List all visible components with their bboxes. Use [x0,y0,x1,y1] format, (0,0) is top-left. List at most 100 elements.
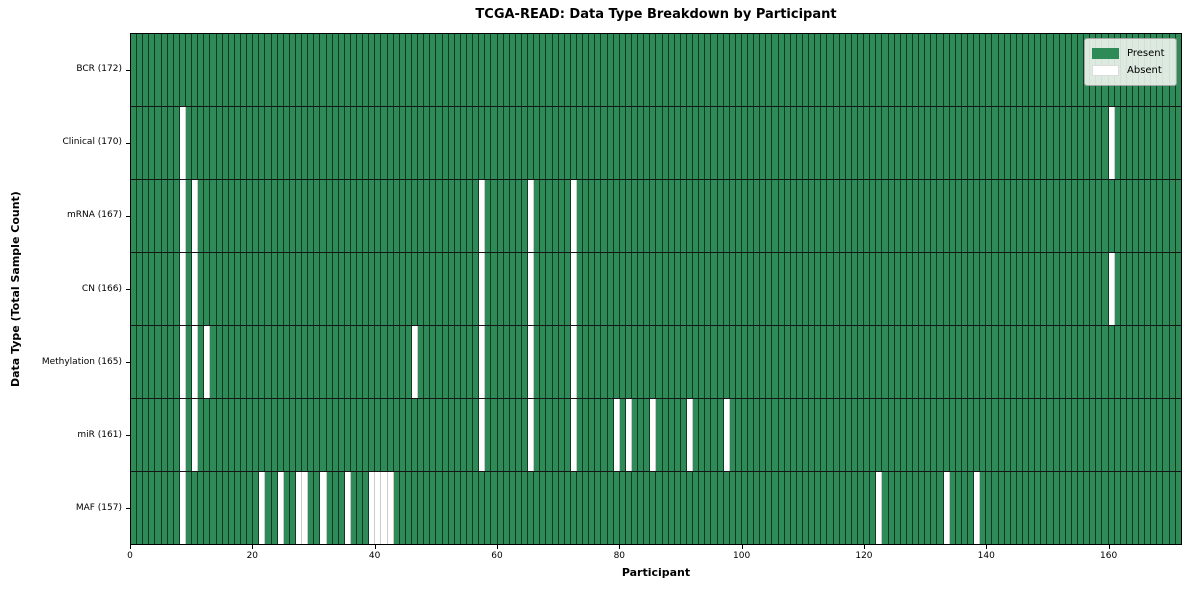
heatmap-cell [277,34,284,106]
heatmap-cell [185,107,193,179]
heatmap-cell [222,326,229,398]
heatmap-cell [1175,107,1181,179]
heatmap-cell [179,399,186,471]
heatmap-cell [644,180,651,252]
heatmap-cell [302,399,309,471]
heatmap-cell [1139,180,1146,252]
heatmap-cell [381,107,388,179]
heatmap-cell [1084,399,1091,471]
heatmap-cell [228,107,235,179]
heatmap-cell [625,253,632,325]
heatmap-cell [399,326,406,398]
heatmap-cell [173,180,180,252]
heatmap-cell [686,399,694,471]
heatmap-cell [1126,253,1133,325]
heatmap-cell [522,472,529,544]
heatmap-cell [442,34,449,106]
heatmap-cell [925,326,932,398]
heatmap-cell [986,253,993,325]
heatmap-cell [644,472,651,544]
heatmap-cell [1077,180,1085,252]
heatmap-cell [131,326,138,398]
heatmap-cell [430,253,437,325]
heatmap-cell [515,326,522,398]
heatmap-cell [864,326,871,398]
heatmap-cell [357,399,364,471]
heatmap-cell [809,180,816,252]
heatmap-cell [399,399,406,471]
heatmap-cell [796,253,804,325]
heatmap-cell [967,107,975,179]
heatmap-cell [265,34,272,106]
heatmap-cell [827,399,834,471]
heatmap-cell [790,253,797,325]
heatmap-cell [1120,180,1127,252]
heatmap-cell [845,107,852,179]
y-tick-mark [126,508,130,510]
heatmap-cell [198,34,205,106]
heatmap-cell [613,34,620,106]
heatmap-cell [283,34,290,106]
heatmap-cell [974,472,981,544]
heatmap-cell [888,253,895,325]
heatmap-cell [405,34,413,106]
heatmap-cell [1120,326,1127,398]
heatmap-cell [534,399,541,471]
heatmap-cell [1132,326,1140,398]
heatmap-cell [473,34,480,106]
heatmap-cell [601,107,608,179]
heatmap-cell [1016,399,1023,471]
heatmap-cell [326,34,333,106]
heatmap-cell [143,472,150,544]
heatmap-cell [412,34,419,106]
heatmap-cell [222,399,229,471]
heatmap-cell [265,326,272,398]
heatmap-cell [668,472,675,544]
heatmap-cell [870,107,877,179]
heatmap-cell [387,399,394,471]
heatmap-cell [998,326,1005,398]
heatmap-cell [424,253,431,325]
heatmap-cell [1053,472,1060,544]
heatmap-cell [833,107,840,179]
heatmap-cell [436,399,443,471]
heatmap-cell [424,399,431,471]
heatmap-cell [943,472,950,544]
heatmap-cell [949,180,956,252]
heatmap-cell [485,472,492,544]
heatmap-cell [784,472,791,544]
heatmap-cell [1120,253,1127,325]
heatmap-cell [167,326,174,398]
heatmap-cell [460,399,468,471]
heatmap-cell [931,326,938,398]
heatmap-cell [631,253,639,325]
heatmap-cell [644,107,651,179]
heatmap-cell [540,399,547,471]
heatmap-cell [1132,180,1140,252]
heatmap-cell [418,180,425,252]
heatmap-cell [234,34,241,106]
heatmap-cell [570,399,577,471]
heatmap-cell [332,107,339,179]
heatmap-cell [729,472,736,544]
heatmap-cell [265,253,272,325]
heatmap-cell [656,253,663,325]
x-tick-label: 120 [855,551,873,561]
heatmap-cell [1047,107,1054,179]
heatmap-cell [589,472,596,544]
heatmap-cell [680,253,687,325]
heatmap-cell [204,34,211,106]
heatmap-cell [295,180,303,252]
heatmap-cell [289,399,296,471]
heatmap-cell [711,107,718,179]
heatmap-cell [784,180,791,252]
heatmap-cell [876,326,883,398]
heatmap-cell [961,399,968,471]
legend-label-absent: Absent [1127,65,1162,76]
heatmap-cell [827,107,834,179]
heatmap-cell [302,34,309,106]
heatmap-cell [467,472,474,544]
heatmap-cell [350,34,358,106]
heatmap-cell [711,399,718,471]
heatmap-row-Methylation [131,325,1181,398]
